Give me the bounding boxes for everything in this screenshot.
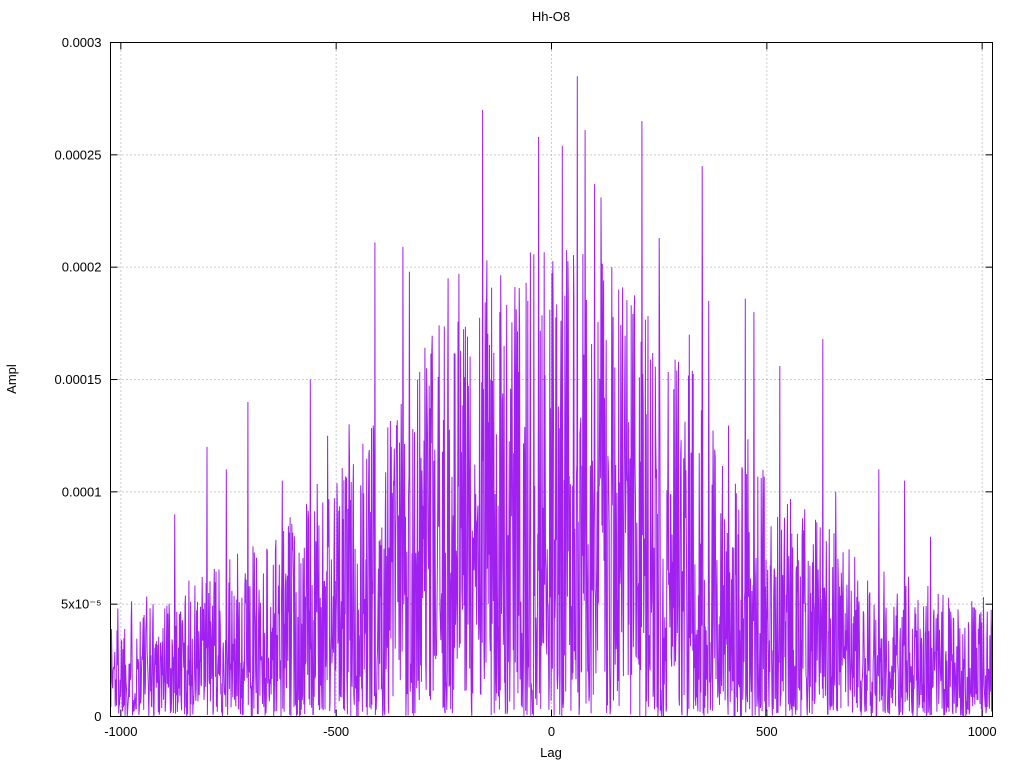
label-layer: -1000 -500 0 500 1000 0 5x10⁻⁵ 0.0001 0.00015 0.0… (55, 35, 997, 739)
x-tick-label: 1000 (968, 724, 997, 739)
y-axis-label: Ampl (4, 364, 19, 394)
tick-layer (110, 42, 993, 717)
y-tick-label: 0.0001 (62, 484, 102, 499)
x-tick-label: -1000 (104, 724, 137, 739)
y-tick-label: 0.00015 (55, 372, 102, 387)
x-tick-label: 500 (756, 724, 778, 739)
x-axis-label: Lag (540, 745, 562, 760)
x-tick-label: -500 (323, 724, 349, 739)
y-tick-label: 0.0003 (62, 35, 102, 50)
correlation-trace (110, 76, 993, 718)
y-tick-label: 0.0002 (62, 260, 102, 275)
y-tick-label: 5x10⁻⁵ (61, 597, 101, 612)
y-tick-label: 0.00025 (55, 147, 102, 162)
series-layer (110, 76, 993, 718)
y-tick-label: 0 (94, 709, 101, 724)
x-tick-label: 0 (548, 724, 555, 739)
chart-title: Hh-O8 (532, 9, 570, 24)
